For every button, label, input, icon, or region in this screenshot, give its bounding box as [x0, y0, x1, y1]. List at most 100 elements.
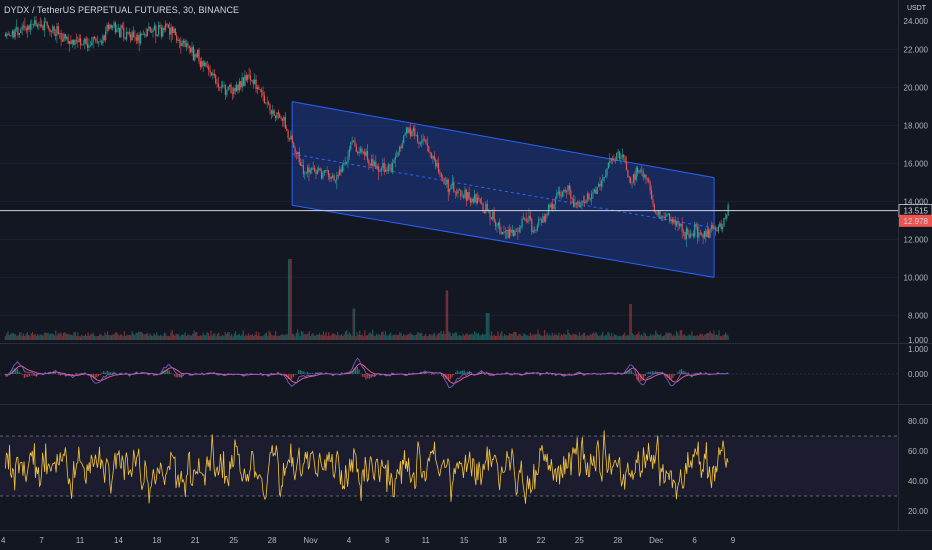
volume-bar — [353, 308, 356, 340]
candle — [435, 160, 437, 167]
candle — [248, 74, 250, 76]
candle — [623, 154, 625, 158]
candle — [134, 36, 136, 38]
candle — [458, 189, 460, 191]
volume-bar — [368, 333, 370, 340]
volume-bar — [637, 334, 639, 340]
candle — [100, 41, 103, 44]
volume-bar — [101, 336, 103, 340]
candle — [198, 49, 200, 62]
macd-histogram-bar — [53, 372, 55, 374]
candle — [17, 27, 19, 36]
currency-label[interactable]: USDT — [906, 5, 926, 12]
candle — [269, 104, 271, 111]
candle — [680, 223, 682, 226]
volume-bar — [66, 334, 69, 340]
candle — [618, 151, 621, 160]
candle — [430, 153, 433, 159]
macd-histogram-bar — [27, 374, 29, 378]
macd-histogram-bar — [351, 371, 353, 374]
volume-bar — [587, 335, 590, 340]
candle — [93, 36, 96, 39]
macd-histogram-bar — [646, 372, 648, 374]
candle — [574, 202, 576, 207]
volume-bar — [95, 336, 97, 340]
volume-bar — [627, 335, 630, 340]
volume-bar — [234, 331, 237, 340]
volume-bar — [247, 333, 250, 340]
candle — [43, 21, 46, 30]
macd-histogram-bar — [637, 374, 640, 382]
candle — [528, 215, 530, 222]
candle — [181, 43, 183, 47]
candle — [345, 162, 348, 163]
candle — [45, 21, 47, 23]
volume-bar — [678, 335, 680, 340]
volume-bar — [578, 332, 581, 340]
candle — [591, 193, 593, 199]
volume-bar — [338, 335, 340, 340]
candle — [202, 61, 204, 66]
candle — [170, 27, 172, 35]
candle — [630, 177, 632, 183]
volume-bar — [337, 332, 339, 340]
volume-bar — [381, 332, 383, 340]
volume-bar — [518, 334, 520, 340]
volume-bar — [224, 331, 226, 340]
candle — [638, 170, 640, 173]
candle — [241, 77, 243, 88]
volume-bar — [324, 335, 326, 340]
candle — [461, 195, 463, 197]
candle — [329, 176, 331, 179]
candle — [698, 232, 700, 238]
candle — [27, 25, 29, 31]
candle — [572, 198, 575, 207]
candle — [426, 143, 428, 147]
candle — [156, 34, 158, 36]
candle — [274, 115, 277, 119]
candle — [643, 174, 646, 178]
macd-histogram-bar — [653, 371, 655, 374]
candle — [525, 219, 527, 222]
volume-bar — [727, 335, 729, 340]
volume-bar — [82, 335, 84, 340]
candle — [602, 177, 604, 181]
macd-histogram-bar — [570, 374, 572, 375]
candle — [81, 44, 83, 46]
macd-histogram-bar — [694, 373, 696, 374]
volume-bar — [118, 335, 120, 340]
volume-bar — [718, 330, 720, 340]
volume-bar — [39, 334, 41, 340]
time-tick-label: Dec — [649, 536, 663, 545]
candle — [199, 61, 201, 67]
volume-bar — [238, 333, 241, 340]
candle — [320, 170, 323, 179]
volume-bar — [346, 330, 348, 340]
candle — [604, 175, 607, 178]
macd-histogram-bar — [368, 374, 370, 379]
candle — [361, 148, 363, 153]
candle — [57, 26, 59, 34]
candle — [330, 177, 332, 179]
volume-bar — [114, 332, 116, 340]
volume-bar — [652, 334, 654, 340]
volume-bar — [190, 335, 193, 340]
volume-bar — [714, 335, 716, 340]
volume-bar — [569, 334, 572, 340]
volume-bar — [166, 336, 168, 340]
volume-bar — [613, 334, 615, 340]
macd-axis-label: 1.000 — [908, 345, 929, 354]
candle — [384, 169, 387, 172]
candle — [234, 88, 236, 92]
candle — [157, 24, 160, 35]
macd-histogram-bar — [291, 374, 293, 380]
volume-bar — [510, 333, 512, 340]
candle — [102, 35, 104, 44]
macd-histogram-bar — [458, 371, 460, 374]
volume-bar — [675, 330, 678, 340]
candle — [451, 183, 454, 185]
parallel-channel[interactable] — [291, 101, 715, 278]
symbol-title[interactable]: DYDX / TetherUS PERPETUAL FUTURES, 30, B… — [4, 5, 240, 15]
volume-bar — [178, 334, 180, 340]
